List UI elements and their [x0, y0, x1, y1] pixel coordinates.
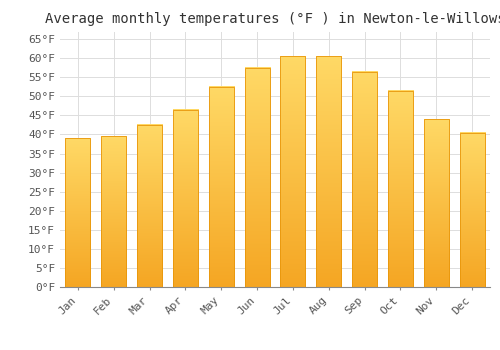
- Bar: [316, 56, 342, 287]
- Bar: [460, 133, 484, 287]
- Bar: [388, 91, 413, 287]
- Bar: [173, 110, 198, 287]
- Bar: [244, 68, 270, 287]
- Bar: [137, 125, 162, 287]
- Bar: [424, 119, 449, 287]
- Bar: [352, 71, 377, 287]
- Title: Average monthly temperatures (°F ) in Newton-le-Willows: Average monthly temperatures (°F ) in Ne…: [44, 12, 500, 26]
- Bar: [66, 138, 90, 287]
- Bar: [101, 136, 126, 287]
- Bar: [280, 56, 305, 287]
- Bar: [208, 87, 234, 287]
